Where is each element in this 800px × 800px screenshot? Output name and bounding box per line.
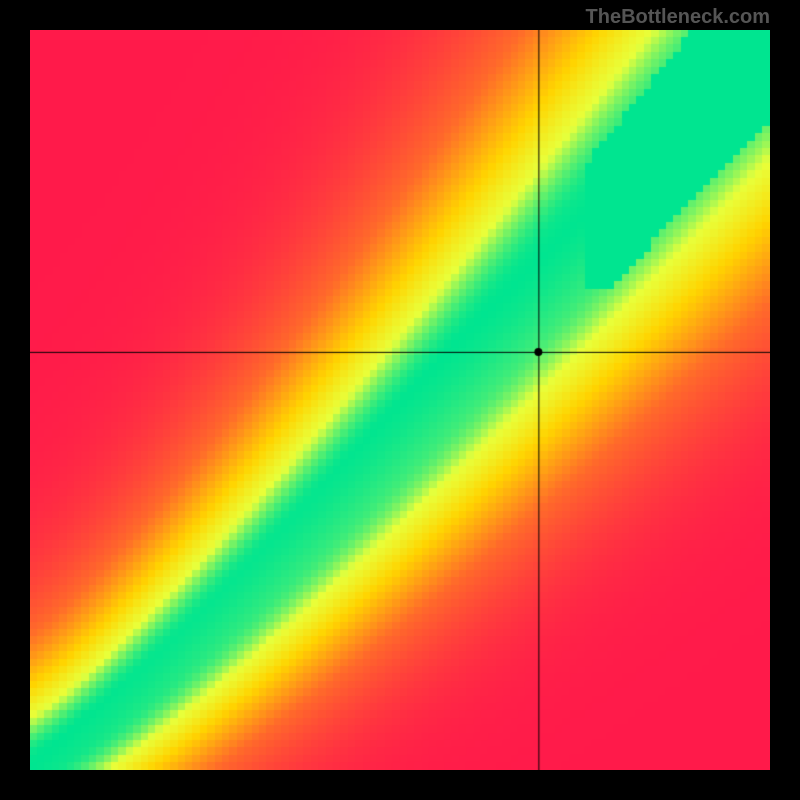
watermark-text: TheBottleneck.com bbox=[586, 6, 770, 29]
chart-container: TheBottleneck.com bbox=[0, 0, 800, 800]
bottleneck-heatmap bbox=[30, 30, 770, 770]
